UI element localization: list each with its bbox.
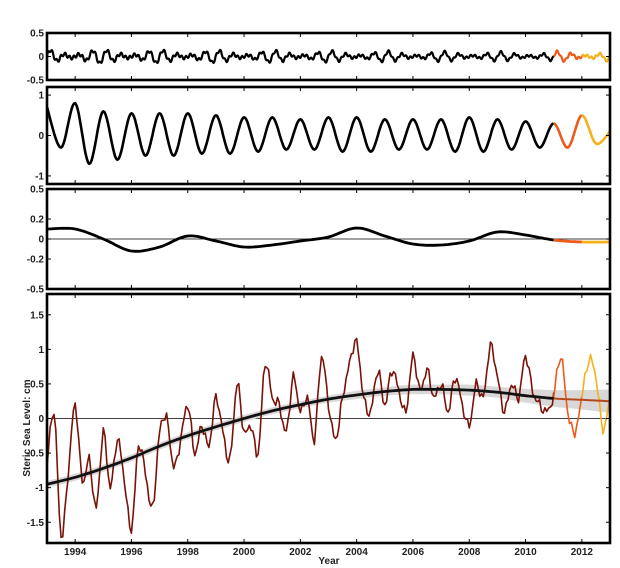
oscillation-panel: 0.5 0 -0.5 — [27, 29, 612, 87]
raw-series-line-0 — [47, 337, 555, 539]
annual-cycle-panel: 1 0 -1 — [35, 85, 612, 186]
y-axis-label: Steric Sea Level: cm — [22, 379, 33, 476]
y-tick-label: 0 — [38, 414, 44, 425]
y-tick-label: 0 — [38, 131, 44, 142]
y-tick-label: 1.5 — [30, 310, 44, 321]
plot-area — [47, 101, 610, 166]
interannual-panel: 0.5 0.2 0 -0.2 -0.5 — [27, 185, 612, 296]
series-line-0 — [47, 48, 555, 64]
series-line-0 — [47, 226, 554, 253]
panel-frame — [45, 85, 612, 186]
raw-series-line-1 — [552, 358, 583, 439]
x-tick-label: 2008 — [458, 547, 481, 558]
x-tick-label: 2006 — [402, 547, 425, 558]
series-line-1 — [553, 114, 583, 149]
x-tick-label: 1996 — [120, 547, 143, 558]
y-tick-label: 0 — [38, 235, 44, 246]
series-line-2 — [580, 51, 610, 63]
y-tick-label: -1 — [35, 483, 44, 494]
plot-area — [47, 48, 610, 64]
y-tick-label: 0.5 — [30, 379, 44, 390]
raw-series-line-2 — [581, 353, 610, 435]
y-tick-label: 0.2 — [30, 215, 44, 226]
y-tick-label: 0 — [38, 52, 44, 63]
y-tick-label: 1 — [38, 91, 44, 102]
y-tick-label: 0.5 — [30, 185, 44, 196]
y-tick-label: -0.5 — [27, 76, 45, 87]
x-tick-label: 2010 — [514, 547, 537, 558]
x-axis-label: Year — [318, 556, 339, 567]
y-tick-label: -1.5 — [27, 518, 45, 529]
trend-line — [47, 387, 554, 486]
plot-area — [47, 337, 610, 539]
y-tick-label: -0.2 — [27, 255, 45, 266]
x-tick-label: 1994 — [64, 547, 87, 558]
x-tick-label: 2002 — [289, 547, 312, 558]
x-tick-label: 2004 — [346, 547, 369, 558]
series-line-2 — [581, 114, 610, 146]
series-line-1 — [553, 49, 583, 63]
series-line-0 — [47, 101, 555, 166]
y-tick-label: -1 — [35, 171, 44, 182]
steric-sea-level-panel: 1.5 1 0.5 0 -0.5 -1 -1.5 1994 1996 1998 2000 2002 20… — [27, 292, 612, 558]
x-tick-label: 1998 — [177, 547, 200, 558]
x-tick-label: 2012 — [571, 547, 594, 558]
y-tick-label: -0.5 — [27, 285, 45, 296]
trend-line-forecast — [553, 397, 610, 403]
plot-area — [47, 226, 610, 253]
x-tick-label: 2000 — [233, 547, 256, 558]
y-tick-label: 0.5 — [30, 29, 44, 40]
y-tick-label: -0.5 — [27, 449, 45, 460]
y-tick-label: 1 — [38, 345, 44, 356]
series-line-1 — [553, 238, 582, 244]
